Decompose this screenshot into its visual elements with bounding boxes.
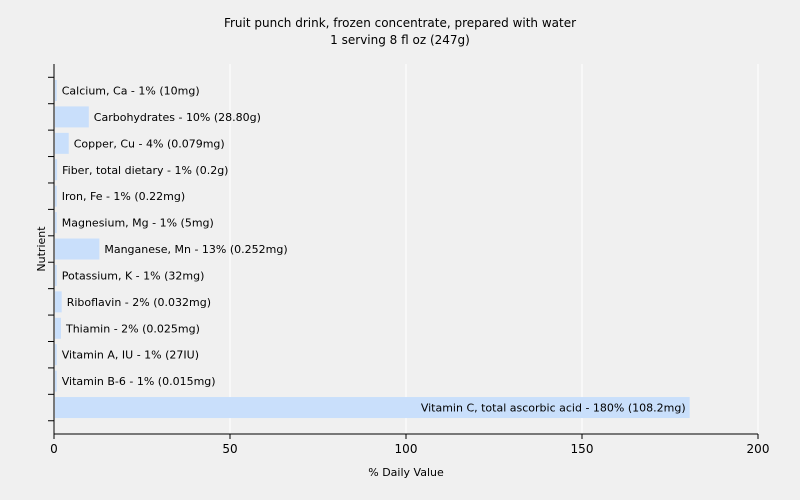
- bar-5: [55, 212, 57, 234]
- bar-12: [55, 397, 690, 419]
- bar-8: [55, 291, 62, 313]
- bar-10: [55, 344, 57, 366]
- chart-subtitle: 1 serving 8 fl oz (247g): [330, 33, 470, 47]
- bar-label-12: Vitamin C, total ascorbic acid - 180% (1…: [421, 402, 686, 415]
- bar-label-6: Manganese, Mn - 13% (0.252mg): [104, 243, 287, 256]
- bar-6: [55, 238, 100, 260]
- bar-label-4: Iron, Fe - 1% (0.22mg): [62, 190, 185, 203]
- bar-11: [55, 370, 57, 392]
- bar-label-0: Calcium, Ca - 1% (10mg): [62, 85, 200, 98]
- bar-2: [55, 132, 69, 154]
- bar-label-2: Copper, Cu - 4% (0.079mg): [74, 137, 225, 150]
- bar-label-10: Vitamin A, IU - 1% (27IU): [62, 349, 199, 362]
- x-tick-label-4: 200: [747, 442, 770, 456]
- chart-title: Fruit punch drink, frozen concentrate, p…: [224, 16, 576, 30]
- bar-7: [55, 264, 57, 286]
- x-tick-label-1: 50: [222, 442, 237, 456]
- bar-label-11: Vitamin B-6 - 1% (0.015mg): [62, 375, 216, 388]
- bar-label-7: Potassium, K - 1% (32mg): [62, 269, 205, 282]
- bar-4: [55, 185, 57, 207]
- bar-9: [55, 317, 61, 339]
- x-tick-label-3: 150: [571, 442, 594, 456]
- bar-label-8: Riboflavin - 2% (0.032mg): [67, 296, 211, 309]
- bar-label-1: Carbohydrates - 10% (28.80g): [94, 111, 261, 124]
- y-axis-label: Nutrient: [35, 226, 48, 272]
- bar-3: [55, 159, 58, 181]
- bar-0: [55, 80, 57, 101]
- bar-1: [55, 106, 89, 128]
- grid: [229, 64, 759, 434]
- bar-label-5: Magnesium, Mg - 1% (5mg): [62, 217, 214, 230]
- x-axis-label: % Daily Value: [368, 466, 444, 479]
- bar-label-3: Fiber, total dietary - 1% (0.2g): [62, 164, 228, 177]
- bars: Calcium, Ca - 1% (10mg) Carbohydrates - 1…: [55, 80, 690, 419]
- axes: 0 50 100 150 200: [48, 64, 769, 456]
- x-tick-label-2: 100: [395, 442, 418, 456]
- bar-label-9: Thiamin - 2% (0.025mg): [65, 322, 200, 335]
- x-tick-label-0: 0: [50, 442, 58, 456]
